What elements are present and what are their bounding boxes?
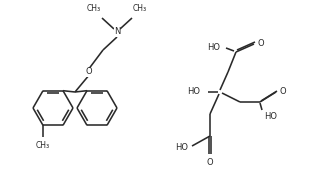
Text: HO: HO: [175, 142, 188, 151]
Text: CH₃: CH₃: [36, 141, 50, 150]
Text: O: O: [258, 39, 264, 48]
Text: O: O: [86, 67, 92, 77]
Text: O: O: [207, 158, 213, 167]
Text: N: N: [114, 28, 120, 36]
Text: HO: HO: [264, 112, 277, 121]
Text: HO: HO: [207, 44, 220, 52]
Text: O: O: [280, 86, 287, 96]
Text: HO: HO: [187, 88, 200, 97]
Text: CH₃: CH₃: [133, 4, 147, 13]
Text: CH₃: CH₃: [87, 4, 101, 13]
